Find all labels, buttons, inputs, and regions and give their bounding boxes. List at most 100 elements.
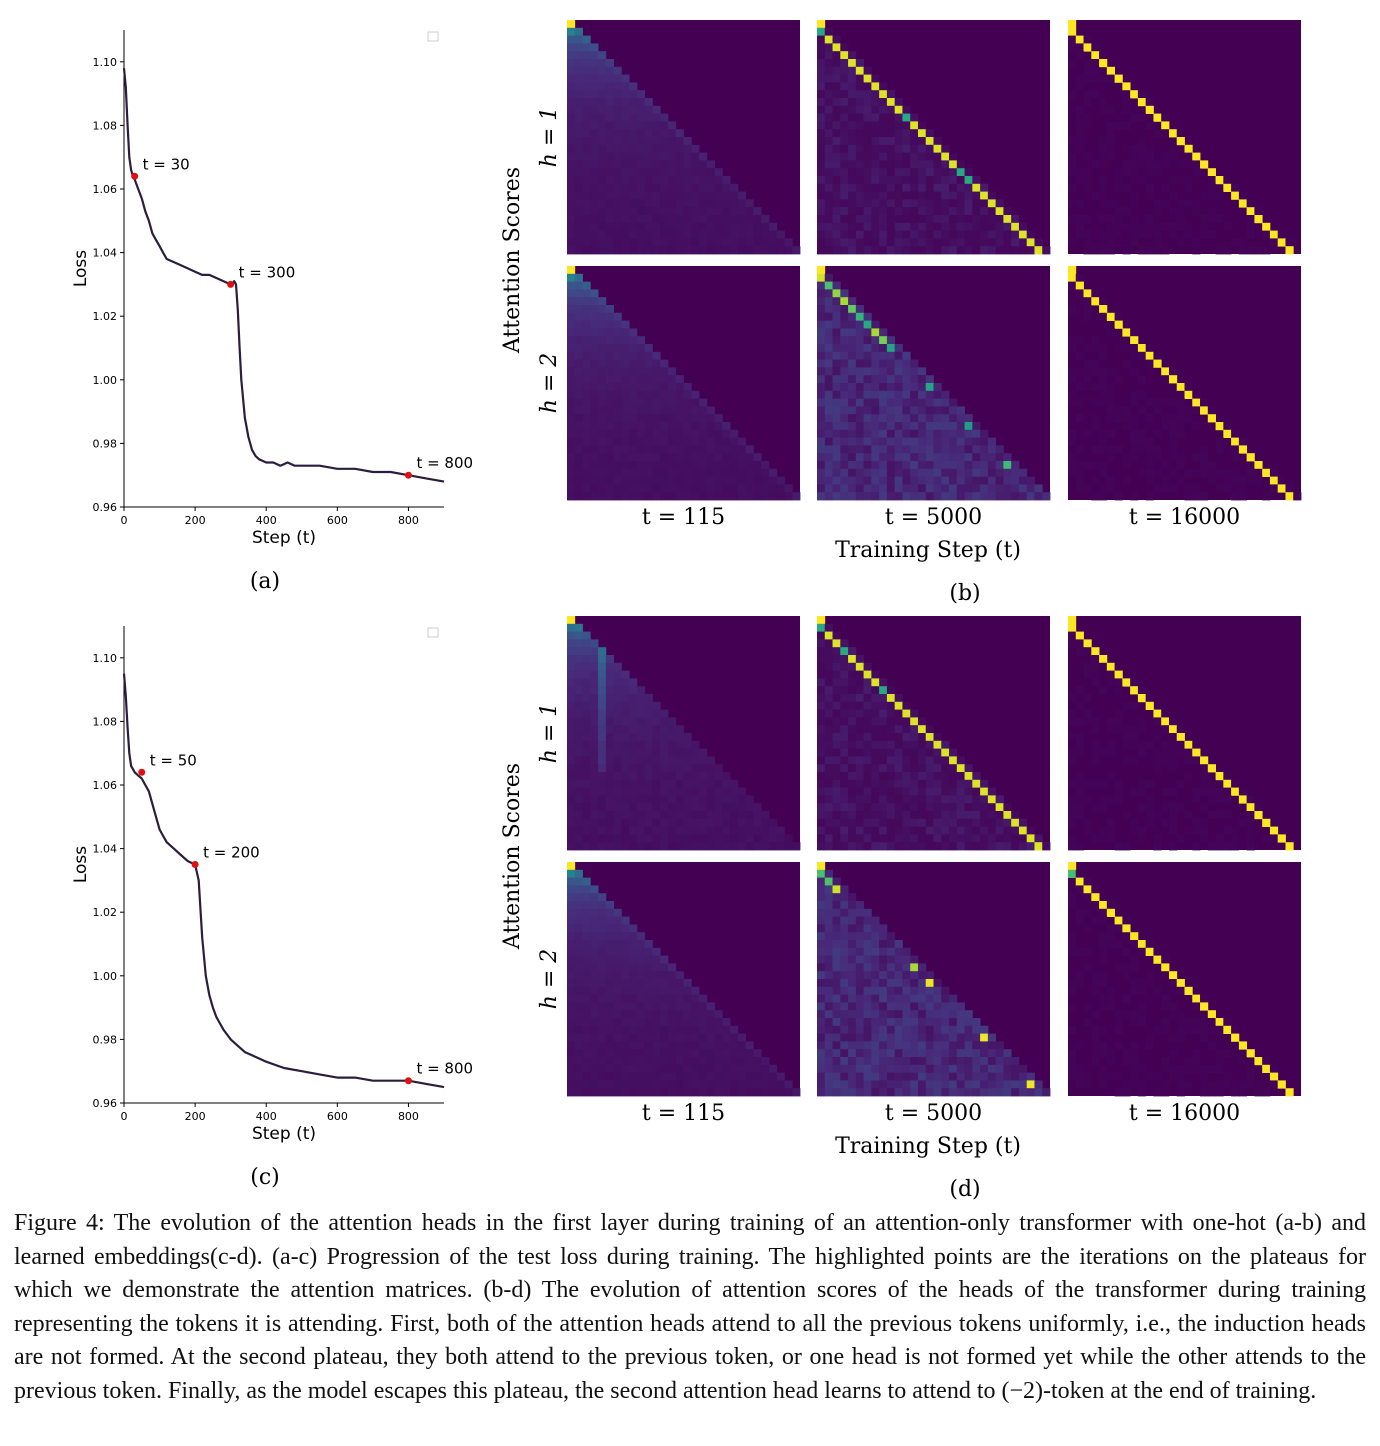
heatmap-cell bbox=[567, 90, 576, 99]
heatmap-cell bbox=[1083, 289, 1092, 298]
heatmap-cell bbox=[840, 1049, 849, 1058]
heatmap-cell bbox=[848, 963, 857, 972]
heatmap-cell bbox=[1161, 160, 1170, 169]
heatmap-cell bbox=[917, 484, 927, 493]
heatmap-cell bbox=[886, 994, 896, 1003]
heatmap-cell bbox=[894, 414, 903, 423]
heatmap-cell bbox=[706, 476, 715, 485]
heatmap-cell bbox=[1114, 940, 1123, 949]
heatmap-cell bbox=[768, 476, 778, 485]
heatmap-cell bbox=[1075, 639, 1084, 648]
heatmap-cell bbox=[567, 492, 576, 501]
heatmap-cell bbox=[613, 1088, 622, 1097]
heatmap-cell bbox=[1269, 238, 1279, 247]
heatmap-cell bbox=[574, 129, 583, 138]
heatmap-cell bbox=[1207, 207, 1216, 216]
heatmap-cell bbox=[714, 215, 723, 224]
heatmap-cell bbox=[605, 686, 614, 695]
heatmap-cell bbox=[613, 764, 622, 773]
heatmap-cell bbox=[1184, 826, 1193, 835]
heatmap-cell bbox=[886, 940, 896, 949]
heatmap-cell bbox=[699, 779, 708, 788]
heatmap-cell bbox=[1122, 701, 1131, 710]
heatmap-cell bbox=[1106, 826, 1115, 835]
heatmap-cell bbox=[1122, 246, 1131, 255]
heatmap-cell bbox=[1231, 826, 1240, 835]
heatmap-cell bbox=[629, 1025, 638, 1034]
heatmap-cell bbox=[683, 152, 692, 161]
heatmap-cell bbox=[675, 779, 684, 788]
heatmap-cell bbox=[629, 1049, 638, 1058]
heatmap-cell bbox=[1083, 246, 1092, 255]
heatmap-cell bbox=[1091, 367, 1100, 376]
heatmap-cell bbox=[636, 137, 646, 146]
heatmap-cell bbox=[737, 1064, 747, 1073]
heatmap-cell bbox=[644, 359, 653, 368]
heatmap-cell bbox=[730, 492, 739, 501]
heatmap-cell bbox=[1091, 725, 1100, 734]
heatmap-cell bbox=[855, 940, 864, 949]
heatmap-cell bbox=[784, 238, 793, 247]
heatmap-cell bbox=[567, 390, 576, 399]
heatmap-cell bbox=[644, 406, 653, 415]
heatmap-cell bbox=[1099, 59, 1108, 68]
heatmap-cell bbox=[644, 160, 653, 169]
heatmap-cell bbox=[925, 453, 934, 462]
row-label: h = 2 bbox=[537, 949, 562, 1010]
heatmap-cell bbox=[956, 842, 965, 851]
heatmap-cell bbox=[737, 1088, 747, 1097]
heatmap-cell bbox=[848, 98, 857, 107]
heatmap-cell bbox=[910, 986, 919, 995]
heatmap-cell bbox=[824, 328, 833, 337]
heatmap-cell bbox=[956, 1080, 965, 1089]
heatmap-cell bbox=[644, 834, 653, 843]
heatmap-cell bbox=[949, 1010, 958, 1019]
heatmap-cell bbox=[1114, 406, 1123, 415]
heatmap-cell bbox=[1083, 183, 1092, 192]
heatmap-cell bbox=[1223, 811, 1232, 820]
heatmap-cell bbox=[894, 492, 903, 501]
heatmap-cell bbox=[730, 445, 739, 454]
heatmap-cell bbox=[840, 121, 849, 130]
heatmap-cell bbox=[987, 1049, 997, 1058]
heatmap-cell bbox=[1003, 803, 1012, 812]
heatmap-cell bbox=[667, 461, 677, 470]
heatmap-cell bbox=[613, 398, 622, 407]
heatmap-cell bbox=[613, 152, 622, 161]
heatmap-cell bbox=[675, 1041, 684, 1050]
heatmap-cell bbox=[574, 701, 583, 710]
heatmap-cell bbox=[886, 398, 896, 407]
heatmap-cell bbox=[879, 152, 888, 161]
heatmap-cell bbox=[1223, 176, 1232, 185]
heatmap-cell bbox=[886, 246, 896, 255]
heatmap-cell bbox=[894, 940, 903, 949]
heatmap-cell bbox=[590, 359, 599, 368]
heatmap-cell bbox=[667, 826, 677, 835]
heatmap-cell bbox=[949, 191, 958, 200]
heatmap-cell bbox=[761, 215, 770, 224]
heatmap-cell bbox=[737, 834, 747, 843]
heatmap-cell bbox=[855, 437, 864, 446]
heatmap-cell bbox=[949, 207, 958, 216]
heatmap-cell bbox=[1137, 468, 1147, 477]
heatmap-cell bbox=[956, 1072, 965, 1081]
heatmap-cell bbox=[1106, 390, 1115, 399]
heatmap-cell bbox=[1083, 1018, 1092, 1027]
heatmap-cell bbox=[667, 484, 677, 493]
heatmap-cell bbox=[832, 740, 841, 749]
heatmap-cell bbox=[1184, 222, 1193, 231]
heatmap-cell bbox=[1168, 803, 1178, 812]
heatmap-cell bbox=[863, 908, 872, 917]
heatmap-cell bbox=[706, 199, 715, 208]
heatmap-cell bbox=[598, 908, 607, 917]
heatmap-cell bbox=[886, 414, 896, 423]
heatmap-cell bbox=[667, 779, 677, 788]
column-label: t = 5000 bbox=[885, 505, 982, 530]
heatmap-cell bbox=[714, 222, 723, 231]
heatmap-cell bbox=[910, 740, 919, 749]
heatmap-cell bbox=[972, 1072, 981, 1081]
heatmap-cell bbox=[753, 207, 762, 216]
heatmap-cell bbox=[1068, 869, 1077, 878]
heatmap-cell bbox=[574, 662, 583, 671]
heatmap-cell bbox=[621, 344, 630, 353]
